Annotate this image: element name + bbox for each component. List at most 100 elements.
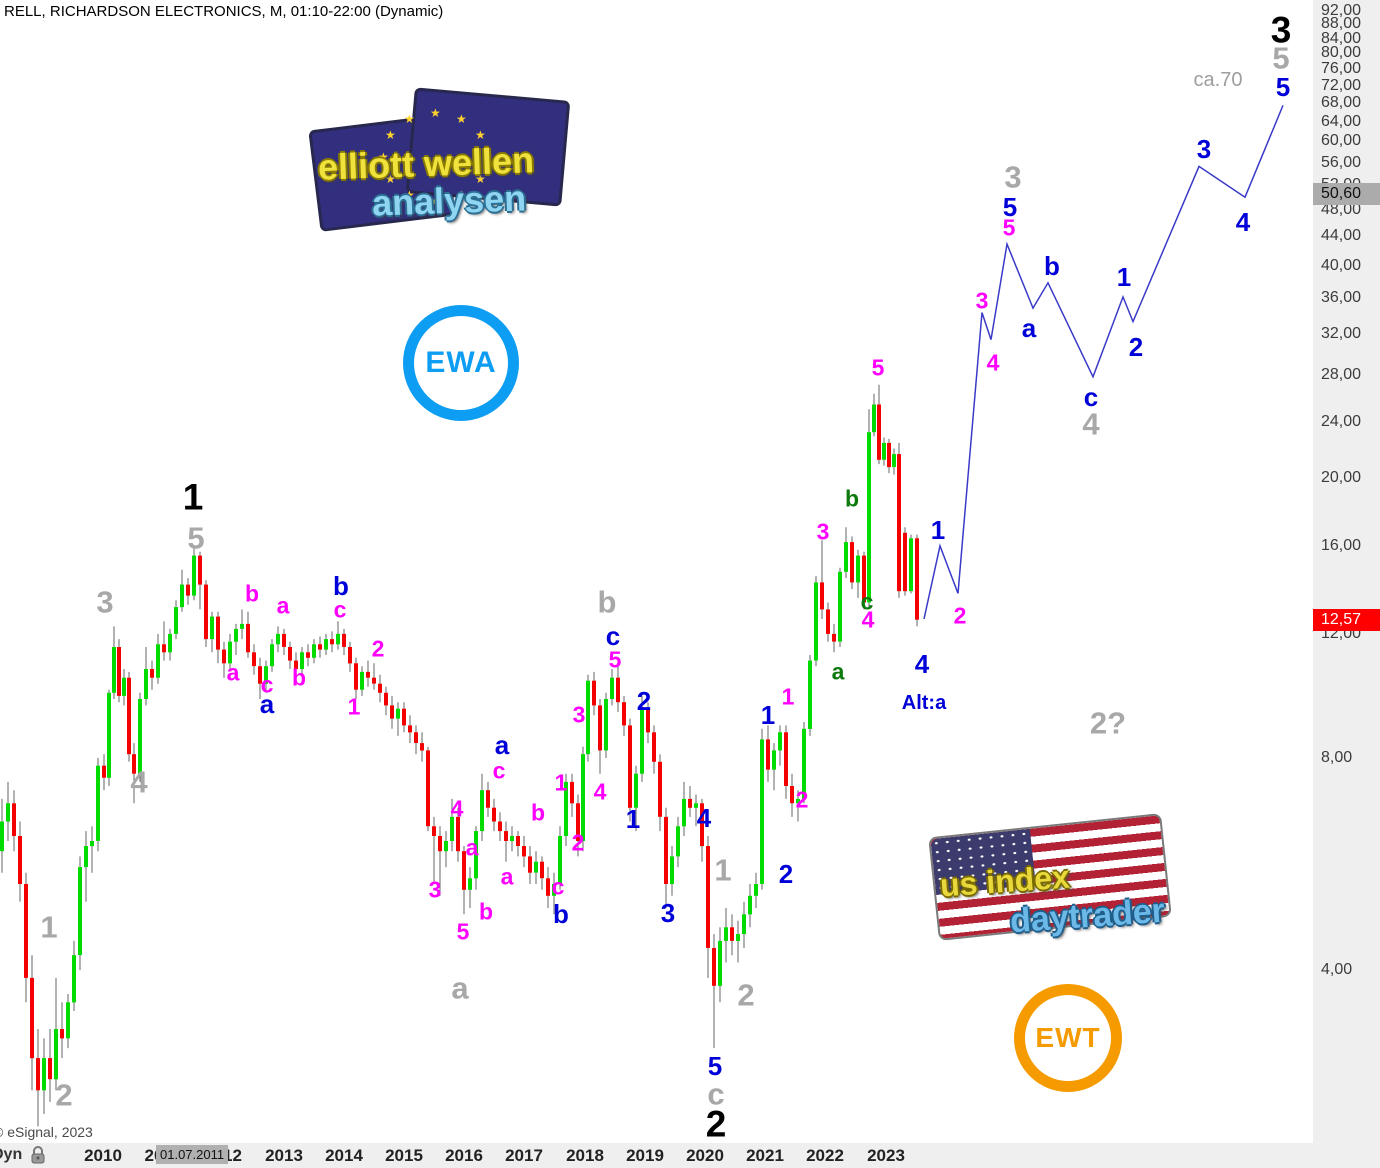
- wave-label: b: [244, 580, 260, 607]
- year-label: 2014: [325, 1146, 363, 1165]
- price-axis[interactable]: 50,60 12,57 92,00 88,00 84,00 80,00 76,00 72,…: [1313, 0, 1380, 1143]
- price-tick-label: 32,00: [1321, 324, 1362, 342]
- wave-label: 5: [187, 520, 205, 556]
- lock-icon[interactable]: [30, 1145, 46, 1165]
- wave-label: 4: [1235, 207, 1251, 237]
- wave-label: c: [1083, 382, 1099, 412]
- dyn-mode-button[interactable]: Dyn: [0, 1146, 23, 1163]
- wave-label: 2: [795, 786, 809, 813]
- wave-label: a: [226, 659, 240, 686]
- year-label: 2020: [686, 1146, 724, 1165]
- wave-label: 2: [636, 686, 652, 716]
- date-tooltip: 01.07.2011: [156, 1145, 229, 1164]
- wave-label: c: [551, 873, 565, 900]
- wave-label: 1: [930, 515, 946, 545]
- year-label: 2016: [445, 1146, 483, 1165]
- wave-label: 3: [572, 701, 586, 728]
- chart-title: RELL, RICHARDSON ELECTRONICS, M, 01:10-2…: [4, 3, 444, 20]
- price-tick-label: 16,00: [1321, 536, 1362, 554]
- year-label: 2023: [867, 1146, 905, 1165]
- wave-label: c: [260, 671, 274, 698]
- price-tick-label: 80,00: [1321, 44, 1362, 62]
- wave-label: 4: [986, 349, 1000, 376]
- wave-label: b: [333, 571, 349, 601]
- eu-stars-icon: ★ ★ ★ ★ ★ ★ ★ ★ ★ ★ ★ ★: [378, 106, 493, 208]
- wave-label: 4: [593, 778, 607, 805]
- us-index-daytrader-logo: us index daytrader: [925, 813, 1195, 960]
- price-tick-label: 8,00: [1321, 749, 1353, 766]
- wave-label: 4: [450, 795, 464, 822]
- year-label: 2019: [626, 1146, 664, 1165]
- wave-label: a: [500, 863, 514, 890]
- price-tick-label: 92,00: [1321, 1, 1362, 19]
- wave-label: 2: [371, 635, 385, 662]
- price-tick-label: 76,00: [1321, 60, 1362, 78]
- wave-label: 3: [1270, 9, 1292, 51]
- price-tick-label: 24,00: [1321, 412, 1362, 430]
- wave-label: 2: [737, 977, 755, 1013]
- wave-label: 5: [707, 1051, 723, 1081]
- wave-label: 3: [1004, 159, 1022, 195]
- price-tick-label: 56,00: [1321, 153, 1362, 171]
- year-label: 2013: [265, 1146, 303, 1165]
- year-label: 2010: [84, 1146, 122, 1165]
- wave-label: 5: [871, 354, 885, 381]
- wave-label: 5: [1272, 40, 1290, 76]
- wave-label: a: [276, 592, 290, 619]
- price-tick-label: 28,00: [1321, 365, 1362, 383]
- wave-label: 4: [1082, 406, 1100, 442]
- wave-label: 1: [760, 700, 776, 730]
- current-price-flag: 12,57: [1313, 608, 1380, 631]
- price-tick-label: 20,00: [1321, 468, 1362, 486]
- price-tick-label: 88,00: [1321, 15, 1362, 33]
- wave-label: a: [494, 730, 510, 760]
- wave-label: b: [597, 584, 617, 620]
- logo-text: analysen: [371, 177, 527, 224]
- wave-label: 1: [1116, 262, 1132, 292]
- price-tick-label: 84,00: [1321, 29, 1362, 47]
- wave-label: b: [478, 898, 494, 925]
- wave-label: 3: [96, 584, 114, 620]
- wave-label: b: [1044, 251, 1060, 281]
- wave-label: 2: [55, 1077, 73, 1113]
- price-tick-label: 4,00: [1321, 961, 1353, 979]
- wave-label: 5: [608, 646, 622, 673]
- marked-price-flag: 50,60: [1313, 182, 1380, 205]
- wave-label: c: [333, 596, 347, 623]
- copyright-text: © eSignal, 2023: [0, 1124, 93, 1140]
- wave-label: 1: [781, 683, 795, 710]
- wave-label: 3: [816, 518, 830, 545]
- wave-label: 2?: [1089, 705, 1127, 741]
- wave-label: b: [553, 899, 569, 929]
- price-tick-label: 36,00: [1321, 288, 1362, 306]
- wave-label: a: [451, 970, 469, 1006]
- wave-label: 5: [1002, 192, 1018, 222]
- wave-label: 2: [778, 859, 794, 889]
- wave-label: a: [259, 689, 275, 719]
- price-tick-label: 72,00: [1321, 76, 1362, 94]
- wave-label: b: [530, 799, 546, 826]
- wave-label: c: [860, 588, 874, 615]
- candlestick-chart[interactable]: [0, 0, 1313, 1143]
- wave-label: 1: [714, 852, 732, 888]
- price-tick-label: 48,00: [1321, 200, 1362, 218]
- time-axis[interactable]: 01.07.2011 20102011201220132014201520162…: [0, 1143, 1380, 1168]
- price-tick-label: 44,00: [1321, 227, 1362, 245]
- wave-label: 1: [625, 804, 641, 834]
- elliott-wellen-analysen-logo: ★ ★ ★ ★ ★ ★ ★ ★ ★ ★ ★ ★ elliott wellen analysen: [300, 87, 590, 238]
- wave-label: a: [1021, 313, 1037, 343]
- price-tick-label: 40,00: [1321, 256, 1362, 274]
- wave-label: c: [707, 1076, 725, 1112]
- wave-label: 1: [182, 476, 204, 518]
- wave-label: 5: [1002, 214, 1016, 241]
- price-tick-label: 64,00: [1321, 112, 1362, 130]
- wave-label: c: [492, 757, 506, 784]
- wave-label: 1: [40, 909, 58, 945]
- wave-label: 4: [696, 803, 712, 833]
- wave-label: 5: [456, 918, 470, 945]
- wave-label: b: [844, 485, 860, 512]
- ewa-badge-icon: EWA: [403, 305, 519, 421]
- wave-label: b: [291, 664, 307, 691]
- year-label: 2017: [505, 1146, 543, 1165]
